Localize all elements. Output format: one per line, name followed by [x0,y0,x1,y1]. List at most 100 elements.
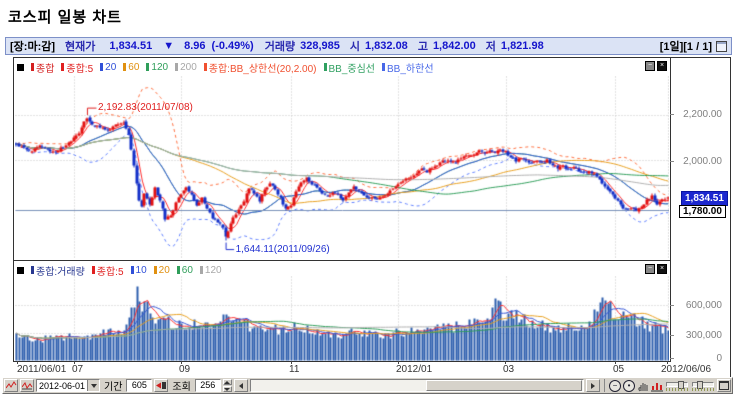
chart-scrollbar-track[interactable] [249,379,584,392]
legend-label: 60 [128,61,140,73]
volume-legend: 종합:거래량 종합:5 10 20 60 120 [17,263,222,278]
chart-right-border [730,57,731,377]
x-axis-tick [74,361,75,364]
line-chart-type-button[interactable] [4,379,18,392]
axis-tick [670,161,674,162]
window-restore-icon[interactable] [716,40,727,52]
legend-item[interactable]: BB_중심선 [323,60,376,75]
zoom-slider[interactable] [665,380,689,391]
open-value: 1,832.08 [364,40,408,52]
chevron-down-icon[interactable] [87,380,99,391]
legend-item[interactable]: 60 [123,62,139,73]
legend-label: 120 [151,61,169,73]
zoom-out-icon[interactable]: − [609,379,621,392]
price-chart-canvas[interactable] [15,76,669,258]
stepper-up-icon[interactable] [222,379,232,385]
low-value: 1,821.98 [500,40,544,52]
pane-minimize-icon[interactable]: − [645,264,655,274]
hline-price-marker: 1,780.00 [679,205,726,218]
legend-item[interactable]: 10 [130,264,147,276]
pane-close-icon[interactable]: × [657,264,667,274]
volume-chart-canvas[interactable] [15,276,669,361]
legend-item[interactable]: 20 [153,264,170,276]
page-title: 코스피 일봉 차트 [8,9,122,26]
legend-item[interactable]: BB_하한선 [382,60,434,75]
date-select[interactable]: 2012-06-01 [36,379,100,392]
period-label: 기간 [104,382,123,393]
axis-tick [670,114,674,115]
legend-label: BB_중심선 [328,63,376,75]
hand-pan-icon[interactable] [637,380,649,392]
legend-marker [91,266,95,274]
legend-marker [130,266,134,274]
volume-axis-label: 0 [716,353,722,364]
price-down-arrow-icon: ▼ [163,40,175,52]
pane-close-icon[interactable]: × [657,61,667,71]
legend-item[interactable]: 종합:거래량 [31,263,85,278]
candle-chart-type-button[interactable] [20,379,34,392]
low-label: 저 [485,41,496,53]
x-axis-tick [291,361,292,364]
x-axis-tick [398,361,399,364]
legend-item[interactable]: 종합:BB_상한선(20,2.00) [203,60,317,75]
scale-slider[interactable] [691,380,715,391]
legend-item[interactable]: 종합 [31,60,54,75]
legend-label: 20 [158,264,170,276]
x-axis-label: 09 [179,364,191,375]
legend-marker [176,266,180,274]
low-annotation: 1,644.11(2011/09/26) [235,244,330,256]
chart-scrollbar-thumb[interactable] [426,380,582,391]
legend-item[interactable]: 200 [175,62,197,73]
price-legend: 종합 종합:5 20 60 120 200 종합:BB_상한선(20,2.00) BB_중심선… [17,60,434,75]
legend-label: 10 [135,264,147,276]
price-axis-label: 2,200.00 [683,109,722,120]
legend-marker [31,63,34,71]
legend-item[interactable]: 종합:5 [61,60,93,75]
stepper-down-icon[interactable] [222,386,232,392]
legend-marker [175,63,179,71]
legend-marker [100,63,104,71]
bar-count-stepper [222,379,232,392]
x-axis-tick [667,361,668,364]
open-label: 시 [349,41,360,53]
period-input[interactable]: 605 [126,379,153,392]
crosshair-icon[interactable]: • [623,379,635,392]
pane-minimize-icon[interactable]: − [645,61,655,71]
high-label: 고 [417,41,428,53]
chart-toolbar: 2012-06-01 기간 605 조회 256 − • [2,377,733,394]
bar-count-input[interactable]: 256 [194,379,221,392]
legend-label: 종합:5 [66,63,94,75]
split-screen-button[interactable] [717,379,731,392]
legend-item[interactable]: 종합:5 [91,263,124,278]
legend-item[interactable]: 120 [199,265,222,276]
legend-item[interactable]: 120 [146,62,168,73]
x-axis-label: 2012/01 [396,364,433,375]
legend-marker [61,63,65,71]
x-axis-tick [181,361,182,364]
axis-tick [670,305,674,306]
volume-axis-label: 600,000 [685,300,722,311]
legend-label: 종합:거래량 [36,266,85,278]
axis-tick [670,358,674,359]
x-axis-tick [17,361,18,364]
price-change-percent: (-0.49%) [211,40,254,52]
price-pane-buttons: − × [645,61,667,71]
volume-value: 328,985 [300,40,340,52]
legend-label: 60 [181,264,193,276]
pane-handle-icon[interactable] [17,266,24,274]
legend-item[interactable]: 20 [100,62,116,73]
scroll-right-button[interactable] [586,379,600,392]
price-pane: 종합 종합:5 20 60 120 200 종합:BB_상한선(20,2.00) BB_중심선… [13,57,671,261]
scroll-left-button[interactable] [233,379,248,392]
x-axis-tick [505,361,506,364]
legend-item[interactable]: 60 [176,264,193,276]
volume-bars-icon[interactable] [651,380,663,392]
current-price-label: 현재가 [65,41,96,53]
high-value: 1,842.00 [432,40,476,52]
pane-handle-icon[interactable] [17,63,24,71]
price-axis-label: 2,000.00 [683,156,722,167]
legend-marker [199,266,203,274]
current-price-value: 1,834.51 [109,40,153,52]
go-query-icon-button[interactable] [154,379,169,392]
volume-pane-buttons: − × [645,264,667,274]
